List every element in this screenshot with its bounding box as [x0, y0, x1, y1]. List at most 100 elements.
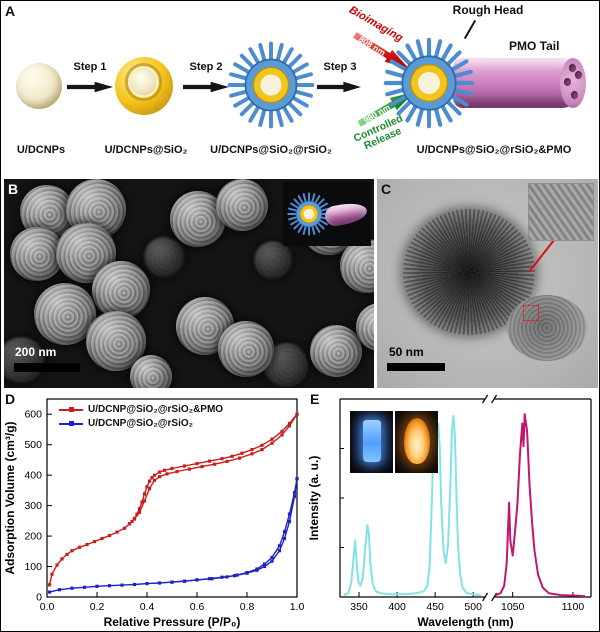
panel-b-sem-image: B 200 nm: [4, 179, 374, 388]
y-axis-label: Intensity (a. u.): [307, 456, 321, 541]
plot-frame: [46, 398, 298, 598]
caption-udcnps-sio2: U/DCNPs@SiO₂: [104, 144, 188, 156]
svg-text:450: 450: [426, 601, 444, 613]
adsorption-isotherm-plot: 0.0 0.2 0.4 0.6 0.8 1.0 0 100 200 300 400 500 600 Rel…: [3, 398, 305, 629]
svg-text:100: 100: [24, 561, 42, 573]
sem-nanoparticle-background: [144, 237, 184, 277]
pmo-tail-cylinder: [453, 58, 586, 108]
spiky-nanoparticle-graphic: [383, 37, 475, 129]
sem-nanoparticle: [356, 303, 374, 351]
pmo-end-face: [560, 58, 586, 108]
legend-label: U/DCNP@SiO₂@rSiO₂&PMO: [88, 404, 224, 415]
legend-label: U/DCNP@SiO₂@rSiO₂: [88, 418, 194, 429]
y-axis-label: Adsorption Volume (cm³/g): [3, 421, 17, 574]
svg-text:1.0: 1.0: [290, 601, 305, 613]
sem-scale-bar-label: 200 nm: [15, 345, 57, 359]
caption-udcnps: U/DCNPs: [16, 144, 66, 156]
panel-e-spectra-chart: E 350 400 450 500 1050 1100 Wavelength (nm) Int…: [306, 389, 599, 631]
sem-nanoparticle: [10, 227, 64, 281]
axis-break-mark: [482, 394, 489, 404]
emission-spectra-plot: 350 400 450 500 1050 1100 Wavelength (nm) Inten…: [307, 394, 592, 629]
x-axis-label: Wavelength (nm): [417, 615, 513, 629]
step1-label: Step 1: [73, 61, 107, 73]
panel-a-label: A: [5, 3, 16, 19]
isotherm-series-0: [47, 412, 299, 587]
uv-emission-photo: [350, 411, 393, 473]
step2-label: Step 2: [189, 61, 223, 73]
step3-label: Step 3: [323, 61, 357, 73]
svg-text:0.2: 0.2: [90, 601, 105, 613]
y-axis: 0 100 200 300 400 500 600: [24, 409, 52, 604]
orange-emission-glow: [403, 418, 430, 464]
pmo-pore: [564, 78, 571, 86]
tem-scale-bar-label: 50 nm: [389, 345, 424, 359]
pmo-pore: [575, 71, 582, 79]
pmo-pore: [571, 91, 578, 99]
sem-nanoparticle: [216, 179, 268, 231]
svg-text:500: 500: [24, 439, 42, 451]
nir-emission-photo: [395, 411, 438, 473]
step2-arrow-icon: [183, 81, 229, 93]
sem-nanoparticle: [130, 355, 172, 388]
luminescence-photo-insets: [350, 411, 438, 473]
sem-scale-bar: [14, 363, 80, 372]
svg-text:200: 200: [24, 531, 42, 543]
spiky-nanoparticle-graphic: [227, 41, 315, 129]
panel-c-label: C: [381, 181, 392, 197]
sem-nanoparticle: [310, 325, 362, 377]
svg-text:300: 300: [24, 500, 42, 512]
tem-lattice-inset: [528, 183, 594, 241]
rough-head-label: Rough Head: [452, 3, 524, 17]
panel-c-tem-image: C 50 nm: [377, 179, 598, 388]
rough-silica-sphere: [227, 41, 315, 129]
tem-zoom-region-box: [523, 305, 539, 321]
sem-nanoparticle-background: [254, 241, 292, 279]
rough-head-sphere: [383, 37, 475, 129]
spectrum-series-1: [495, 413, 586, 598]
silica-shell-core: [130, 69, 157, 95]
sem-nanoparticle: [34, 283, 96, 345]
panel-d-label: D: [5, 391, 16, 407]
x-axis: 0.0 0.2 0.4 0.6 0.8 1.0: [40, 592, 305, 613]
panel-a-scheme: A U/DCNPs Step 1 U/DCNPs@SiO₂ Step 2 U/D…: [1, 1, 599, 178]
sem-nanoparticle-background: [4, 337, 44, 383]
legend-entry: U/DCNP@SiO₂@rSiO₂&PMO: [59, 404, 223, 415]
sem-nanoparticle: [92, 261, 150, 319]
panel-d-isotherm-chart: D 0.0 0.2 0.4 0.6 0.8 1.0 0 100 200 300 400 500 600 R…: [1, 389, 306, 631]
svg-text:0.0: 0.0: [40, 601, 55, 613]
caption-udcnps-rsio2: U/DCNPs@SiO₂@rSiO₂: [210, 144, 332, 156]
svg-text:500: 500: [464, 601, 482, 613]
svg-text:400: 400: [388, 601, 406, 613]
isotherm-series-1: [47, 477, 299, 594]
svg-text:0.8: 0.8: [240, 601, 255, 613]
step1-arrow-icon: [67, 81, 113, 93]
axis-break-mark: [482, 592, 489, 602]
chart-d-legend: U/DCNP@SiO₂@rSiO₂&PMO U/DCNP@SiO₂@rSiO₂: [59, 404, 223, 432]
spectrum-series-0: [343, 413, 481, 597]
svg-text:400: 400: [24, 470, 42, 482]
panel-e-label: E: [310, 391, 320, 407]
svg-text:1050: 1050: [501, 601, 525, 613]
silica-shell-sphere: [115, 57, 173, 115]
svg-text:0.6: 0.6: [190, 601, 205, 613]
caption-final-assembly: U/DCNPs@SiO₂@rSiO₂&PMO: [416, 144, 572, 156]
tem-tail-particle: [507, 295, 587, 361]
legend-entry: U/DCNP@SiO₂@rSiO₂: [59, 418, 223, 429]
pmo-tail-label: PMO Tail: [509, 39, 560, 53]
tem-scale-bar: [387, 363, 445, 371]
svg-text:350: 350: [350, 601, 368, 613]
svg-text:600: 600: [24, 409, 42, 421]
svg-text:1100: 1100: [562, 601, 585, 613]
sem-nanoparticle: [218, 321, 274, 377]
step3-arrow-icon: [317, 81, 361, 93]
panel-b-label: B: [8, 181, 19, 197]
pmo-pore: [569, 64, 576, 72]
svg-text:0: 0: [36, 592, 42, 604]
blue-emitting-cuvette: [362, 420, 381, 462]
x-axis-label: Relative Pressure (P/P₀): [104, 615, 241, 629]
svg-text:0.4: 0.4: [140, 601, 155, 613]
axis-break-mark: [491, 394, 498, 404]
ucnp-core-sphere: [16, 63, 62, 109]
panel-b-schematic-inset: [283, 182, 371, 246]
